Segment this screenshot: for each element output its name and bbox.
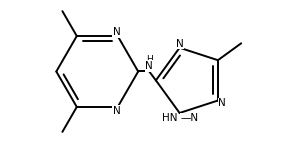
Text: HN: HN [162, 113, 177, 123]
Text: N: N [145, 61, 153, 71]
Text: H: H [146, 55, 153, 64]
Text: N: N [176, 39, 183, 49]
Text: —N: —N [181, 113, 199, 123]
Text: N: N [113, 106, 121, 116]
Text: N: N [218, 98, 226, 108]
Text: N: N [113, 27, 121, 37]
